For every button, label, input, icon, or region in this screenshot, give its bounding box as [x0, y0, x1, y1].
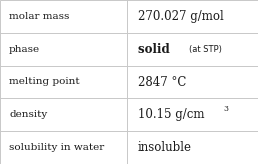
Text: phase: phase	[9, 45, 40, 54]
Text: insoluble: insoluble	[138, 141, 191, 154]
Text: 10.15 g/cm: 10.15 g/cm	[138, 108, 204, 121]
Text: molar mass: molar mass	[9, 12, 69, 21]
Text: density: density	[9, 110, 47, 119]
Text: melting point: melting point	[9, 78, 80, 86]
Text: 270.027 g/mol: 270.027 g/mol	[138, 10, 223, 23]
Text: 2847 °C: 2847 °C	[138, 75, 186, 89]
Text: solubility in water: solubility in water	[9, 143, 104, 152]
Text: 3: 3	[223, 105, 228, 113]
Text: (at STP): (at STP)	[189, 45, 222, 54]
Text: solid: solid	[138, 43, 178, 56]
